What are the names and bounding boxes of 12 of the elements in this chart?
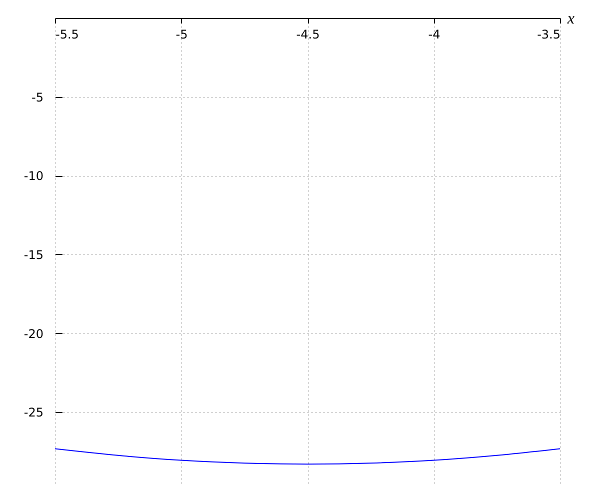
y-tick-label: -10: [24, 169, 44, 184]
x-tick-label: -5: [176, 28, 188, 42]
y-tick-label: -20: [24, 326, 44, 341]
y-tick-label: -15: [24, 248, 44, 262]
x-tick-label: -3.5: [537, 28, 560, 42]
y-tick-label: -5: [32, 90, 44, 104]
x-axis-title: x: [566, 10, 574, 28]
line-series: [54, 448, 560, 465]
x-tick-label: -4.5: [296, 28, 320, 42]
y-tick-label: -25: [24, 406, 44, 420]
x-tick-label: -5.5: [56, 28, 79, 42]
x-tick-label: -4: [428, 28, 440, 42]
